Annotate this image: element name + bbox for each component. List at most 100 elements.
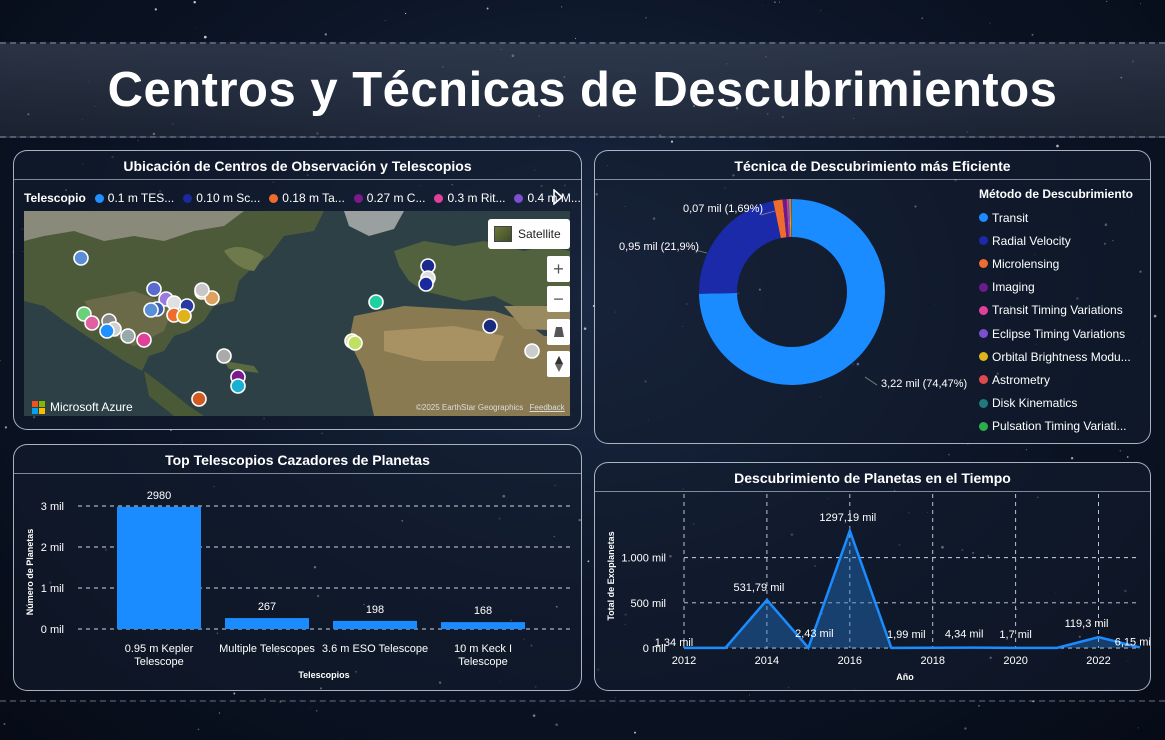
x-tick-label: 10 m Keck I Telescope (454, 643, 512, 668)
map-marker[interactable] (204, 290, 220, 306)
zoom-out-button[interactable]: − (547, 286, 570, 312)
tilt-button[interactable] (547, 319, 570, 345)
x-tick-label: 2020 (1003, 655, 1027, 667)
bar[interactable] (225, 618, 309, 629)
star (989, 22, 991, 24)
donut-legend-item[interactable]: Orbital Brightness Modu... (979, 345, 1149, 368)
star (324, 33, 327, 36)
donut-slice[interactable] (782, 199, 789, 238)
map-marker[interactable] (230, 378, 246, 394)
map-marker[interactable] (73, 250, 89, 266)
leader-line (864, 376, 878, 386)
map-legend-item[interactable]: 0.10 m Sc... (183, 191, 260, 205)
area-data-label: 1,99 mil (887, 629, 926, 641)
y-tick-label: 0 mil (643, 643, 666, 655)
map-legend-item[interactable]: 0.4 m M... (514, 191, 581, 205)
donut-slice[interactable] (699, 200, 781, 294)
y-tick-label: 0 mil (41, 624, 64, 636)
zoom-in-button[interactable]: + (547, 256, 570, 282)
area-data-label: 1,7 mil (999, 629, 1031, 641)
map-legend-item[interactable]: 0.18 m Ta... (269, 191, 345, 205)
map-marker[interactable] (99, 323, 115, 339)
area-data-label: 1,34 mil (655, 637, 694, 649)
map-marker[interactable] (368, 294, 384, 310)
star (587, 560, 590, 563)
map-legend-item[interactable]: 0.3 m Rit... (434, 191, 505, 205)
map-marker[interactable] (84, 315, 100, 331)
legend-dot (979, 213, 988, 223)
area-data-label: 531,79 mil (734, 582, 785, 594)
map-marker[interactable] (194, 282, 210, 298)
bar[interactable] (117, 506, 201, 629)
star (1025, 449, 1027, 451)
map-marker[interactable] (146, 281, 162, 297)
star (670, 140, 674, 143)
star (4, 426, 8, 429)
donut-slice[interactable] (786, 199, 790, 238)
star (233, 692, 236, 695)
map-marker[interactable] (524, 343, 540, 359)
leader-line (760, 210, 776, 216)
microsoft-logo-icon (32, 400, 45, 414)
series-line[interactable] (683, 527, 1141, 651)
donut-data-label: 3,22 mil (74,47%) (881, 378, 967, 390)
map-marker[interactable] (136, 332, 152, 348)
donut-data-label: 0,07 mil (1,69%) (683, 203, 763, 215)
donut-legend-item[interactable]: Radial Velocity (979, 229, 1149, 252)
star (964, 727, 967, 730)
bar-data-label: 2980 (147, 490, 171, 502)
map-marker[interactable] (176, 308, 192, 324)
tilt-icon (553, 327, 564, 337)
map-legend-item[interactable]: 0.1 m TES... (94, 191, 175, 205)
donut-slice[interactable] (787, 199, 791, 238)
feedback-link[interactable]: Feedback (529, 403, 565, 412)
donut-legend-item[interactable]: Astrometry (979, 368, 1149, 391)
star (310, 707, 312, 709)
bar[interactable] (333, 620, 417, 629)
star (321, 432, 323, 434)
donut-legend-item-label: Orbital Brightness Modu... (992, 349, 1131, 364)
donut-legend-item[interactable]: Transit (979, 206, 1149, 229)
x-tick-label: 3.6 m ESO Telescope (322, 643, 428, 655)
compass-button[interactable] (547, 351, 570, 377)
donut-slice[interactable] (789, 199, 792, 238)
donut-slice[interactable] (791, 199, 792, 238)
donut-legend: Método de Descubrimiento Transit Radial V… (979, 187, 1149, 438)
donut-slice[interactable] (790, 199, 792, 238)
x-tick-label: 2018 (920, 655, 944, 667)
bar[interactable] (441, 622, 525, 629)
line-card-title: Descubrimiento de Planetas en el Tiempo (595, 463, 1150, 492)
satellite-toggle-button[interactable]: Satellite (488, 219, 570, 249)
area-data-label: 6,15 mil (1115, 636, 1150, 648)
donut-slice[interactable] (773, 199, 787, 239)
star (967, 444, 969, 445)
donut-legend-item-label: Radial Velocity (992, 233, 1071, 248)
donut-legend-item[interactable]: Transit Timing Variations (979, 299, 1149, 322)
donut-legend-item[interactable]: Microlensing (979, 252, 1149, 275)
map-view[interactable]: Satellite + − Microsoft Azure ©2025 Eart… (24, 211, 570, 416)
donut-legend-item[interactable]: Imaging (979, 276, 1149, 299)
map-marker[interactable] (482, 318, 498, 334)
legend-dot (434, 193, 444, 203)
map-marker[interactable] (120, 328, 136, 344)
donut-legend-item[interactable]: Disk Kinematics (979, 392, 1149, 415)
star (193, 0, 196, 4)
map-marker[interactable] (418, 276, 434, 292)
map-marker[interactable] (191, 391, 207, 407)
donut-chart: 0,07 mil (1,69%) 0,95 mil (21,9%) 3,22 mil… (619, 199, 967, 390)
star (1070, 457, 1074, 460)
map-credit: ©2025 EarthStar Geographics Feedback (416, 403, 565, 412)
legend-next-arrow-icon[interactable] (553, 189, 563, 205)
bar-card: Top Telescopios Cazadores de Planetas 0 … (13, 444, 582, 691)
donut-legend-item[interactable]: Eclipse Timing Variations (979, 322, 1149, 345)
map-marker[interactable] (216, 348, 232, 364)
star (921, 17, 924, 20)
map-legend-item-label: 0.1 m TES... (107, 191, 175, 205)
donut-slice[interactable] (699, 199, 885, 385)
map-legend-item[interactable]: 0.27 m C... (353, 191, 425, 205)
map-marker[interactable] (347, 335, 363, 351)
legend-dot (979, 305, 988, 315)
donut-legend-item[interactable]: Pulsation Timing Variati... (979, 415, 1149, 438)
map-marker[interactable] (143, 302, 159, 318)
star (749, 694, 750, 696)
